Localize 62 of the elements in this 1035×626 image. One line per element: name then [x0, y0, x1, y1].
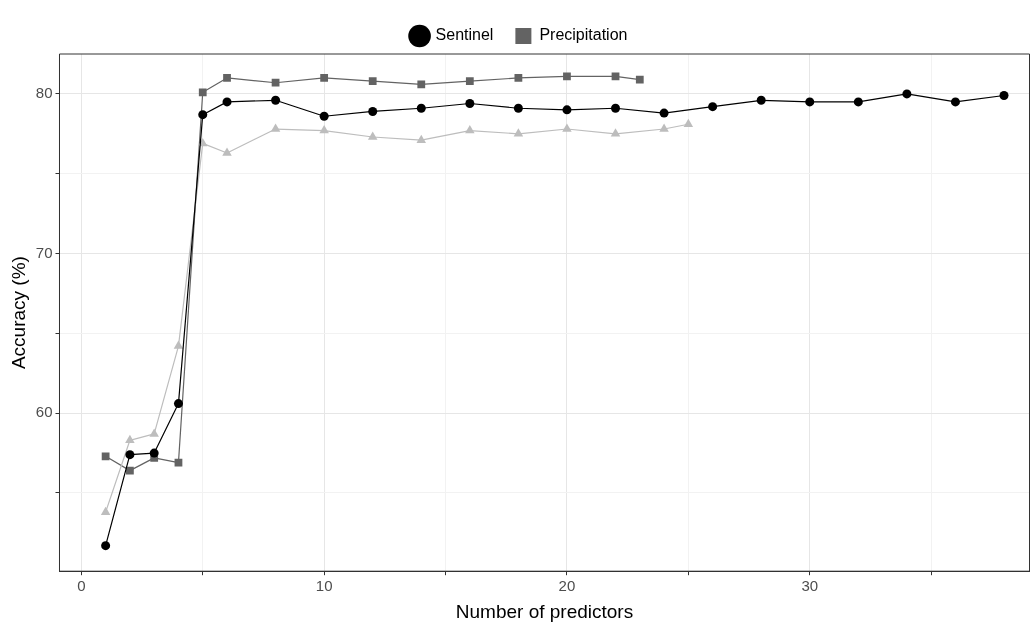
point [611, 103, 621, 113]
point [125, 434, 135, 444]
point [756, 95, 766, 105]
point [465, 77, 474, 86]
point [223, 74, 231, 82]
point [100, 506, 111, 515]
point [368, 106, 378, 116]
point [805, 97, 815, 107]
point [125, 450, 135, 460]
legend-label: Sentinel [435, 26, 494, 44]
point [368, 77, 377, 86]
point [853, 97, 863, 107]
y-tick-label: 70 [35, 243, 53, 261]
y-axis-title: Accuracy (%) [7, 256, 29, 370]
point [222, 97, 232, 107]
x-tick-label: 0 [77, 577, 86, 595]
x-tick-label: 30 [801, 577, 819, 595]
point [319, 125, 329, 134]
point [173, 340, 184, 349]
point [126, 466, 134, 475]
point [635, 75, 644, 84]
y-tick-label: 80 [35, 84, 53, 102]
point [270, 123, 281, 132]
point [416, 134, 427, 143]
point [999, 91, 1009, 100]
point [562, 105, 572, 115]
point [708, 102, 718, 112]
point [271, 78, 280, 87]
y-tick-label: 60 [35, 403, 53, 421]
point [683, 118, 694, 127]
point [271, 95, 281, 105]
point [563, 72, 571, 81]
point [514, 74, 523, 82]
point [319, 111, 329, 121]
point [902, 89, 912, 99]
point [101, 452, 110, 461]
point [198, 110, 208, 120]
x-axis-title: Number of predictors [455, 600, 634, 622]
point [101, 541, 111, 551]
point [417, 80, 426, 89]
point [198, 88, 207, 97]
point [659, 108, 669, 118]
point [174, 458, 183, 467]
point [465, 125, 475, 134]
x-tick-label: 10 [315, 577, 333, 595]
point [659, 123, 669, 132]
point [149, 448, 159, 458]
point [173, 399, 183, 409]
point [222, 147, 232, 156]
point [149, 428, 159, 437]
point [950, 97, 960, 107]
point [367, 131, 378, 140]
point [611, 72, 620, 81]
point [416, 103, 426, 113]
x-tick-label: 20 [558, 577, 576, 595]
point [610, 128, 621, 137]
point [320, 74, 329, 82]
point [465, 98, 475, 108]
point [562, 123, 572, 132]
legend-label: Precipitation [539, 26, 628, 44]
point [513, 128, 524, 137]
point [513, 103, 523, 113]
